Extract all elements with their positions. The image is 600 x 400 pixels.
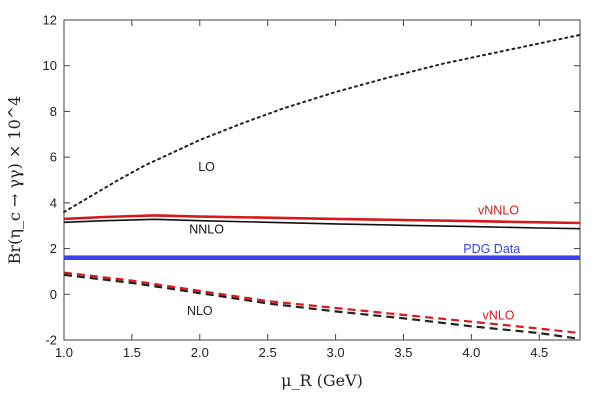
x-axis-title: μ_R (GeV) [281,371,363,390]
y-tick-label: 2 [50,241,57,256]
y-tick-label: 10 [43,58,57,73]
vnnlo-label: vNNLO [478,203,519,217]
y-tick-label: 12 [43,13,57,28]
y-tick-label: 4 [50,195,57,210]
nlo-label: NLO [187,304,213,318]
pdg-data-band [64,255,580,260]
x-tick-label: 4.0 [462,345,480,360]
nnlo-line [63,218,581,230]
lo-line [63,33,581,213]
x-tick-label: 4.5 [530,345,548,360]
x-tick-label: 2.0 [191,345,209,360]
x-tick-label: 3.5 [394,345,412,360]
series-labels-layer: LO vNNLO NNLO PDG Data vNLO NLO [187,160,520,323]
lo-label: LO [198,160,215,174]
ticks-layer: 1.0 1.5 2.0 2.5 3.0 3.5 4.0 4.5 -2 0 2 4 6 8 10 12 [43,13,580,360]
x-tick-label: 3.0 [327,345,345,360]
nnlo-label: NNLO [189,223,224,237]
y-axis-title: Br(η_c → γγ) × 10^4 [5,96,24,265]
y-tick-label: -2 [45,333,57,348]
vnnlo-line [63,214,581,225]
y-tick-label: 8 [50,104,57,119]
x-tick-label: 1.5 [123,345,141,360]
x-tick-label: 1.0 [55,345,73,360]
nlo-line [63,273,581,340]
bands-layer [64,255,580,260]
vnlo-label: vNLO [483,308,515,322]
lines-layer [63,33,581,340]
vnlo-line [63,271,581,335]
y-tick-label: 6 [50,150,57,165]
y-tick-label: 0 [50,287,57,302]
x-tick-label: 2.5 [259,345,277,360]
pdg-data-label: PDG Data [463,242,520,256]
plot-frame [63,19,581,341]
